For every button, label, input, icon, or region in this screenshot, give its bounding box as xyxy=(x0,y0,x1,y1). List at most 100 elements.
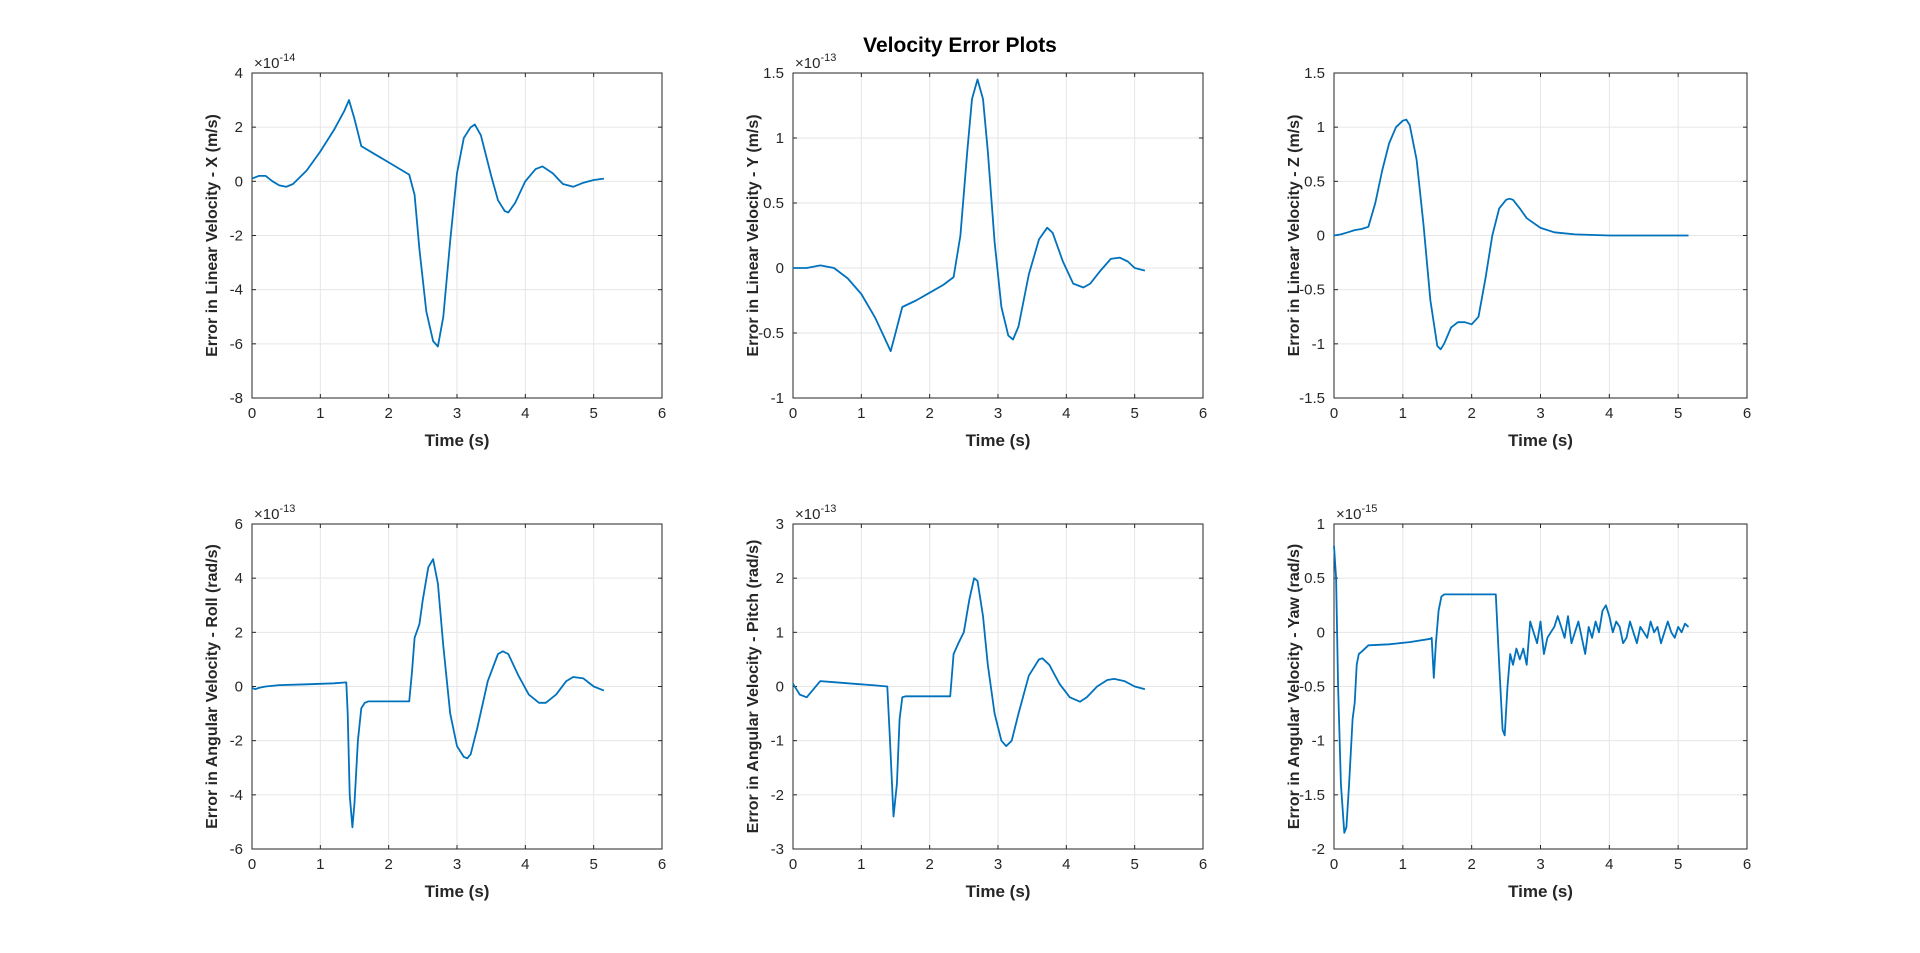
x-tick-label: 6 xyxy=(658,405,666,422)
x-tick-label: 3 xyxy=(1536,405,1544,422)
x-tick-label: 4 xyxy=(1605,856,1613,873)
series-line xyxy=(793,78,1146,353)
x-tick-label: 0 xyxy=(789,405,797,422)
y-tick-label: 1 xyxy=(776,624,784,641)
y-axis-label: Error in Angular Velocity - Yaw (rad/s) xyxy=(1286,544,1303,829)
x-tick-label: 5 xyxy=(589,405,597,422)
x-tick-label: 3 xyxy=(453,405,461,422)
y-tick-label: 1 xyxy=(776,130,784,147)
y-tick-label: 1.5 xyxy=(763,65,784,82)
x-axis-label: Time (s) xyxy=(1508,882,1573,901)
subplot-5: 0 1 2 3 4 5 6 -3 -2 -1 0 1 2 3 ×10-13 Time (s) Error in … xyxy=(745,503,1207,901)
subplot-6: 0 1 2 3 4 5 6 -2 -1.5 -1 -0.5 0 0.5 1 ×10-15 Time (s) Er… xyxy=(1286,503,1751,901)
y-tick-label: 2 xyxy=(235,119,243,136)
x-tick-label: 2 xyxy=(384,856,392,873)
exponent-power: -14 xyxy=(279,52,295,64)
x-tick-label: 4 xyxy=(521,405,529,422)
x-tick-label: 5 xyxy=(1674,856,1682,873)
y-tick-label: -4 xyxy=(230,282,243,299)
exponent-power: -13 xyxy=(279,503,295,515)
x-axis-label: Time (s) xyxy=(1508,431,1573,450)
y-tick-label: -1 xyxy=(771,390,784,407)
y-tick-label: -6 xyxy=(230,841,243,858)
x-tick-label: 2 xyxy=(925,856,933,873)
y-tick-label: 0 xyxy=(235,679,243,696)
x-tick-label: 6 xyxy=(1743,856,1751,873)
y-tick-label: -0.5 xyxy=(1299,679,1325,696)
x-tick-label: 6 xyxy=(1199,405,1207,422)
x-tick-label: 0 xyxy=(1330,405,1338,422)
x-tick-label: 1 xyxy=(1399,856,1407,873)
y-tick-label: 1 xyxy=(1317,516,1325,533)
x-tick-label: 3 xyxy=(453,856,461,873)
x-tick-label: 2 xyxy=(925,405,933,422)
y-axis-label: Error in Angular Velocity - Roll (rad/s) xyxy=(204,544,221,829)
x-tick-label: 5 xyxy=(1130,856,1138,873)
y-tick-label: 0 xyxy=(1317,228,1325,245)
series-line xyxy=(1333,118,1689,351)
exponent-base: ×10 xyxy=(795,506,820,523)
y-axis-label: Error in Linear Velocity - Y (m/s) xyxy=(745,114,762,356)
exponent-base: ×10 xyxy=(795,55,820,72)
y-axis-label: Error in Angular Velocity - Pitch (rad/s… xyxy=(745,540,762,834)
y-tick-label: 0.5 xyxy=(763,195,784,212)
x-tick-label: 4 xyxy=(1062,856,1070,873)
y-tick-label: 0.5 xyxy=(1304,570,1325,587)
y-tick-label: -4 xyxy=(230,787,243,804)
x-axis-label: Time (s) xyxy=(425,431,490,450)
y-tick-label: 4 xyxy=(235,570,243,587)
series-line xyxy=(792,577,1146,818)
y-tick-label: 0 xyxy=(776,679,784,696)
y-tick-label: 3 xyxy=(776,516,784,533)
series-line xyxy=(251,558,605,829)
axis-exponent-label: ×10-13 xyxy=(254,503,295,523)
x-tick-label: 0 xyxy=(248,405,256,422)
exponent-power: -15 xyxy=(1361,503,1377,515)
y-tick-label: -2 xyxy=(230,228,243,245)
x-tick-label: 1 xyxy=(1399,405,1407,422)
y-tick-label: -8 xyxy=(230,390,243,407)
x-tick-label: 4 xyxy=(1605,405,1613,422)
y-tick-label: 0 xyxy=(1317,624,1325,641)
series-line xyxy=(1333,545,1690,834)
y-tick-label: 0 xyxy=(235,173,243,190)
x-tick-label: 5 xyxy=(589,856,597,873)
y-axis-label: Error in Linear Velocity - Z (m/s) xyxy=(1286,115,1303,357)
y-tick-label: -6 xyxy=(230,336,243,353)
x-tick-label: 0 xyxy=(789,856,797,873)
axis-exponent-label: ×10-14 xyxy=(254,52,295,72)
exponent-base: ×10 xyxy=(1336,506,1361,523)
y-tick-label: 1 xyxy=(1317,119,1325,136)
subplot-3: 0 1 2 3 4 5 6 -1.5 -1 -0.5 0 0.5 1 1.5 Time (s) Error i… xyxy=(1286,65,1751,450)
y-tick-label: 4 xyxy=(235,65,243,82)
x-tick-label: 6 xyxy=(1743,405,1751,422)
y-tick-label: -3 xyxy=(771,841,784,858)
subplot-1: 0 1 2 3 4 5 6 -8 -6 -4 -2 0 2 4 ×10-14 Time (s) Error in… xyxy=(204,52,666,450)
x-axis-label: Time (s) xyxy=(966,431,1031,450)
x-tick-label: 1 xyxy=(857,856,865,873)
x-tick-label: 3 xyxy=(994,856,1002,873)
axis-exponent-label: ×10-13 xyxy=(795,52,836,72)
exponent-base: ×10 xyxy=(254,506,279,523)
series-line xyxy=(251,99,605,348)
y-tick-label: -1.5 xyxy=(1299,390,1325,407)
y-tick-label: 0.5 xyxy=(1304,173,1325,190)
x-tick-label: 6 xyxy=(658,856,666,873)
y-tick-label: -2 xyxy=(230,733,243,750)
x-tick-label: 5 xyxy=(1674,405,1682,422)
y-tick-label: -0.5 xyxy=(1299,282,1325,299)
axis-exponent-label: ×10-15 xyxy=(1336,503,1377,523)
x-tick-label: 1 xyxy=(857,405,865,422)
y-tick-label: -1 xyxy=(1312,733,1325,750)
y-tick-label: -2 xyxy=(1312,841,1325,858)
x-tick-label: 1 xyxy=(316,405,324,422)
y-tick-label: 0 xyxy=(776,260,784,277)
x-tick-label: 2 xyxy=(384,405,392,422)
y-axis-label: Error in Linear Velocity - X (m/s) xyxy=(204,114,221,357)
axis-exponent-label: ×10-13 xyxy=(795,503,836,523)
x-axis-label: Time (s) xyxy=(425,882,490,901)
x-tick-label: 6 xyxy=(1199,856,1207,873)
x-tick-label: 0 xyxy=(248,856,256,873)
